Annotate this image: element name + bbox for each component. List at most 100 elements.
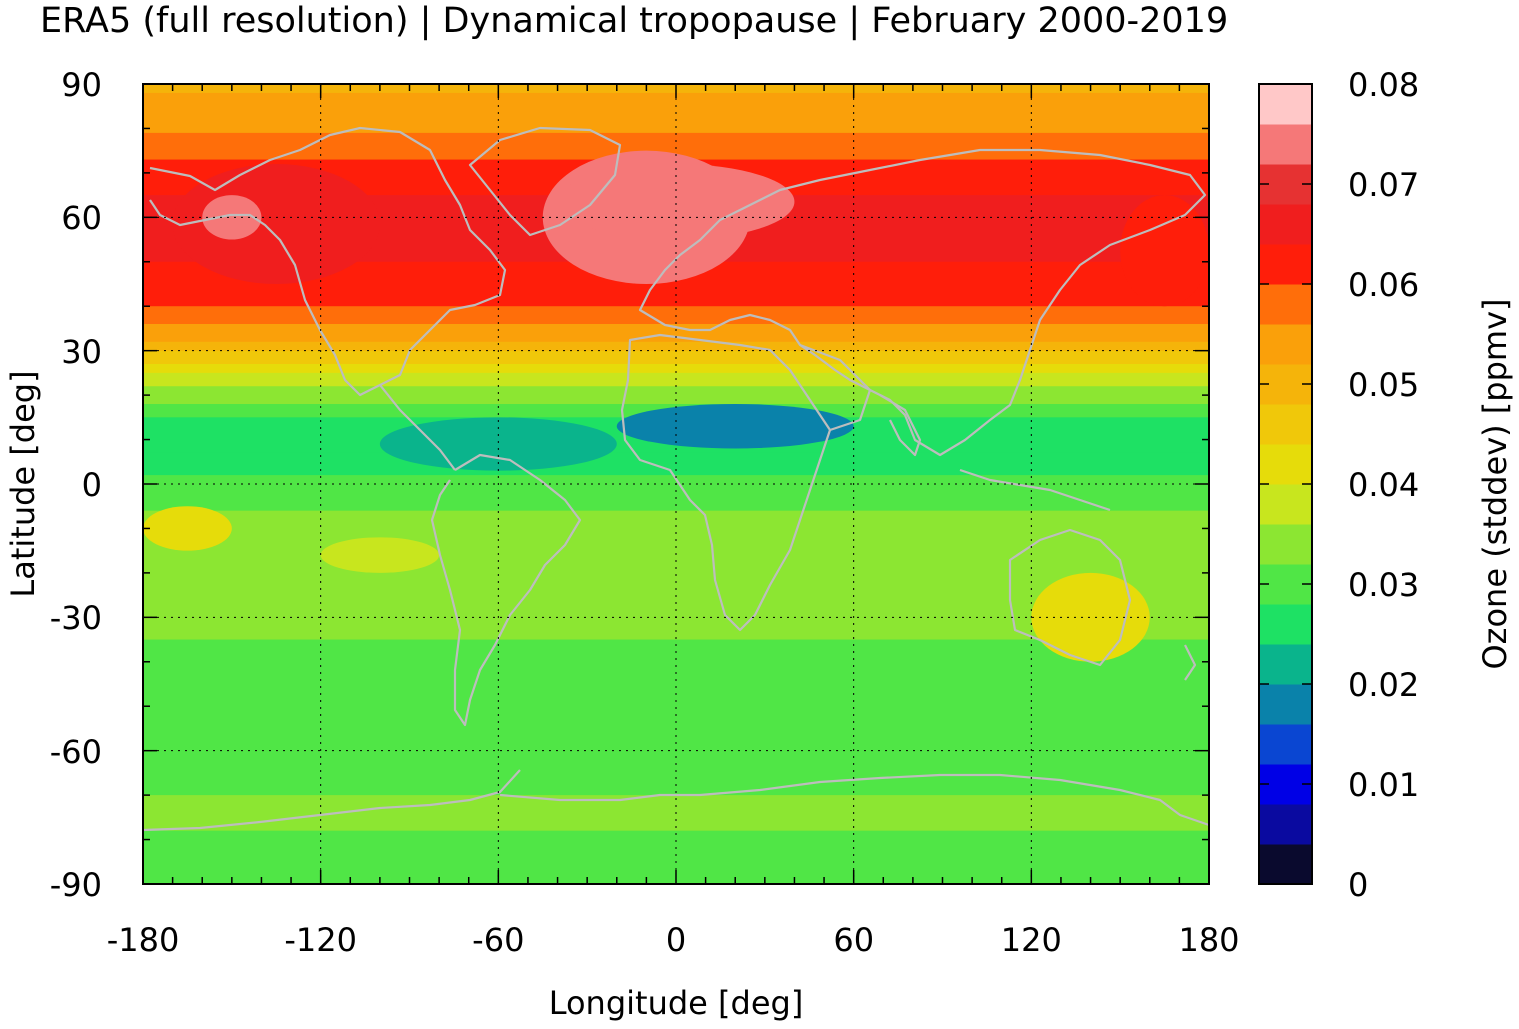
ozone-band [143, 115, 1209, 121]
ozone-band [143, 288, 1209, 294]
ozone-band [143, 492, 1209, 498]
ozone-band [143, 604, 1209, 610]
ozone-band [143, 577, 1209, 583]
colorbar-swatch [1259, 244, 1312, 285]
ozone-band [143, 315, 1209, 321]
ozone-band [143, 564, 1209, 570]
ozone-band [143, 364, 1209, 370]
ozone-band [143, 555, 1209, 561]
ozone-band [143, 528, 1209, 534]
ozone-band [143, 692, 1209, 698]
ozone-band [143, 141, 1209, 147]
ozone-band [143, 652, 1209, 658]
ozone-band [143, 297, 1209, 303]
ozone-band [143, 772, 1209, 778]
grid-lines [143, 84, 1209, 884]
ozone-band [143, 506, 1209, 512]
ozone-band [143, 648, 1209, 654]
ozone-band [143, 857, 1209, 863]
ozone-band [143, 128, 1209, 134]
x-tick-label: -180 [107, 921, 180, 959]
ozone-band [143, 697, 1209, 703]
y-tick-label: -30 [50, 599, 102, 637]
ozone-band [143, 510, 1209, 516]
ozone-region [616, 404, 854, 449]
ozone-band [143, 399, 1209, 405]
coastline-arabia [799, 343, 872, 432]
colorbar-swatch [1259, 844, 1312, 885]
colorbar-tick-label: 0 [1348, 866, 1368, 904]
ozone-band [143, 337, 1209, 343]
colorbar-tick-label: 0.02 [1348, 666, 1419, 704]
y-tick-label: -90 [50, 866, 102, 904]
ozone-band [143, 777, 1209, 783]
colorbar-tick-label: 0.06 [1348, 266, 1419, 304]
x-tick-label: -120 [284, 921, 357, 959]
ozone-band [143, 715, 1209, 721]
ozone-band [143, 546, 1209, 552]
ozone-band [143, 710, 1209, 716]
x-axis-label: Longitude [deg] [549, 984, 804, 1022]
ozone-band [143, 595, 1209, 601]
ozone-band [143, 675, 1209, 681]
ozone-band [143, 457, 1209, 463]
ozone-band [143, 381, 1209, 387]
coastline-antarctica [143, 769, 1209, 832]
ozone-band [143, 395, 1209, 401]
x-tick-label: 0 [666, 921, 686, 959]
ozone-band [143, 790, 1209, 796]
ozone-band [143, 795, 1209, 801]
colorbar-swatch [1259, 84, 1312, 125]
ozone-band [143, 461, 1209, 467]
axis-ticks [142, 83, 1210, 885]
ozone-band [143, 808, 1209, 814]
coastline-india [879, 394, 922, 457]
ozone-band [143, 568, 1209, 574]
y-tick-label: 90 [61, 66, 102, 104]
ozone-band [143, 812, 1209, 818]
colorbar-swatch [1259, 524, 1312, 565]
chart-title: ERA5 (full resolution) | Dynamical tropo… [40, 1, 1228, 41]
ozone-band [143, 284, 1209, 290]
colorbar-tick-label: 0.01 [1348, 766, 1419, 804]
ozone-band [143, 101, 1209, 107]
ozone-band [143, 861, 1209, 867]
ozone-band [143, 764, 1209, 770]
y-tick-labels: 90 60 30 0 -30 -60 -90 [50, 66, 102, 904]
ozone-band [143, 626, 1209, 632]
ozone-band [143, 484, 1209, 490]
ozone-band [143, 839, 1209, 845]
ozone-band [143, 630, 1209, 636]
ozone-band [143, 386, 1209, 392]
colorbar-ticks [1259, 83, 1312, 885]
ozone-band [143, 679, 1209, 685]
ozone-region [202, 195, 262, 240]
ozone-band [143, 844, 1209, 850]
ozone-band [143, 639, 1209, 645]
coastline-eurasia [638, 148, 1207, 457]
ozone-band [143, 821, 1209, 827]
ozone-band [143, 737, 1209, 743]
ozone-region [1120, 195, 1209, 307]
ozone-band [143, 826, 1209, 832]
ozone-band [143, 612, 1209, 618]
colorbar-swatch [1259, 124, 1312, 165]
coastline-central-america [379, 384, 456, 471]
ozone-band [143, 835, 1209, 841]
ozone-band [143, 519, 1209, 525]
ozone-band [143, 644, 1209, 650]
ozone-band [143, 444, 1209, 450]
coastline-north-america [149, 126, 507, 397]
ozone-band [143, 848, 1209, 854]
ozone-band [143, 581, 1209, 587]
ozone-band [143, 799, 1209, 805]
ozone-band [143, 750, 1209, 756]
coastlines [143, 126, 1209, 832]
ozone-band [143, 728, 1209, 734]
colorbar-label: Ozone (stddev) [ppmv] [1476, 298, 1514, 669]
ozone-band [143, 279, 1209, 285]
x-tick-label: -60 [472, 921, 524, 959]
y-axis-label: Latitude [deg] [4, 370, 42, 597]
ozone-region [557, 164, 795, 240]
